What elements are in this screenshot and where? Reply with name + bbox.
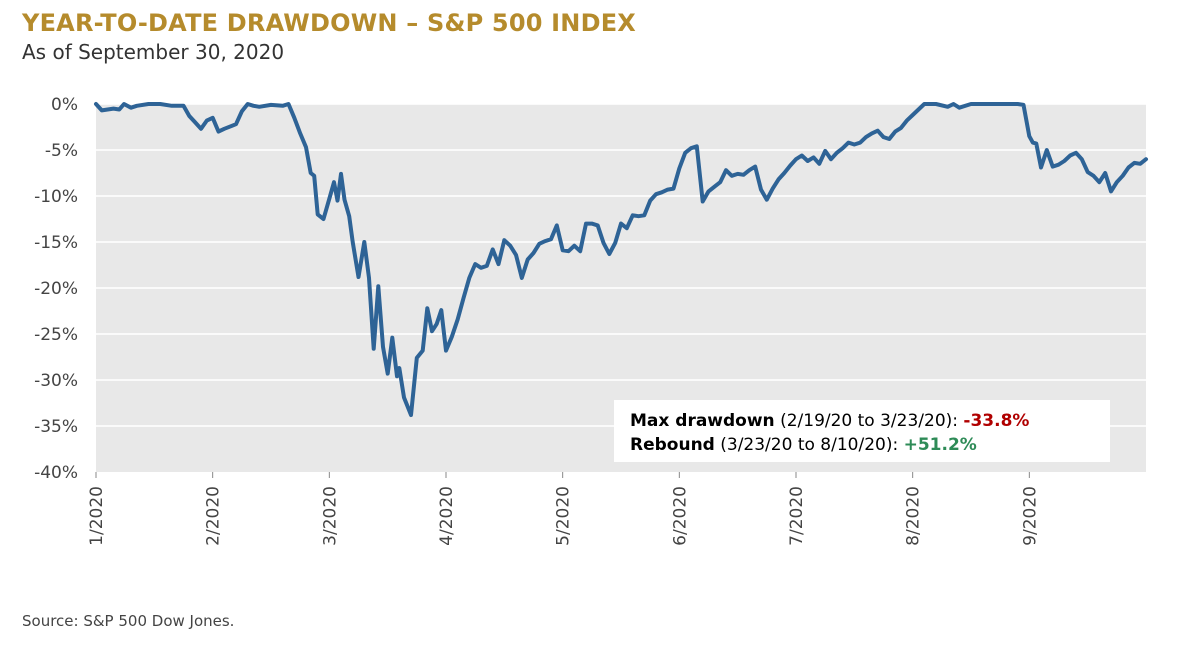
y-tick-label: -10%	[34, 187, 78, 207]
source-note: Source: S&P 500 Dow Jones.	[22, 612, 235, 630]
x-tick-label: 1/2020	[87, 486, 107, 546]
x-tick-label: 2/2020	[204, 486, 224, 546]
y-tick-label: -25%	[34, 325, 78, 345]
chart-title: YEAR-TO-DATE DRAWDOWN – S&P 500 INDEX	[22, 9, 637, 37]
x-tick-label: 4/2020	[437, 486, 457, 546]
max-drawdown-label: Max drawdown	[630, 411, 775, 431]
max-drawdown-row: Max drawdown (2/19/20 to 3/23/20): -33.8…	[630, 409, 1110, 433]
max-drawdown-period: (2/19/20 to 3/23/20):	[774, 411, 964, 431]
x-tick-label: 6/2020	[670, 486, 690, 546]
y-tick-label: -35%	[34, 417, 78, 437]
x-tick-label: 7/2020	[787, 486, 807, 546]
rebound-row: Rebound (3/23/20 to 8/10/20): +51.2%	[630, 433, 1110, 457]
x-tick-label: 9/2020	[1020, 486, 1040, 546]
chart-subtitle: As of September 30, 2020	[22, 40, 285, 64]
x-tick-label: 3/2020	[320, 486, 340, 546]
y-tick-label: -5%	[45, 141, 78, 161]
max-drawdown-value: -33.8%	[963, 411, 1030, 431]
x-tick-label: 5/2020	[554, 486, 574, 546]
y-tick-label: -40%	[34, 463, 78, 483]
annotation-box: Max drawdown (2/19/20 to 3/23/20): -33.8…	[614, 400, 1110, 462]
y-tick-label: -20%	[34, 279, 78, 299]
rebound-label: Rebound	[630, 435, 715, 455]
x-tick-label: 8/2020	[904, 486, 924, 546]
y-tick-label: -15%	[34, 233, 78, 253]
drawdown-series-line	[94, 102, 1148, 417]
y-tick-label: 0%	[51, 95, 78, 115]
rebound-value: +51.2%	[903, 435, 977, 455]
y-axis-ticks: 0% -5% -10% -15% -20% -25% -30% -35% -40%	[34, 95, 78, 483]
x-axis-ticks: 1/2020 2/2020 3/2020 4/2020 5/2020 6/2020 7/20…	[87, 472, 1040, 546]
y-tick-label: -30%	[34, 371, 78, 391]
rebound-period: (3/23/20 to 8/10/20):	[714, 435, 904, 455]
